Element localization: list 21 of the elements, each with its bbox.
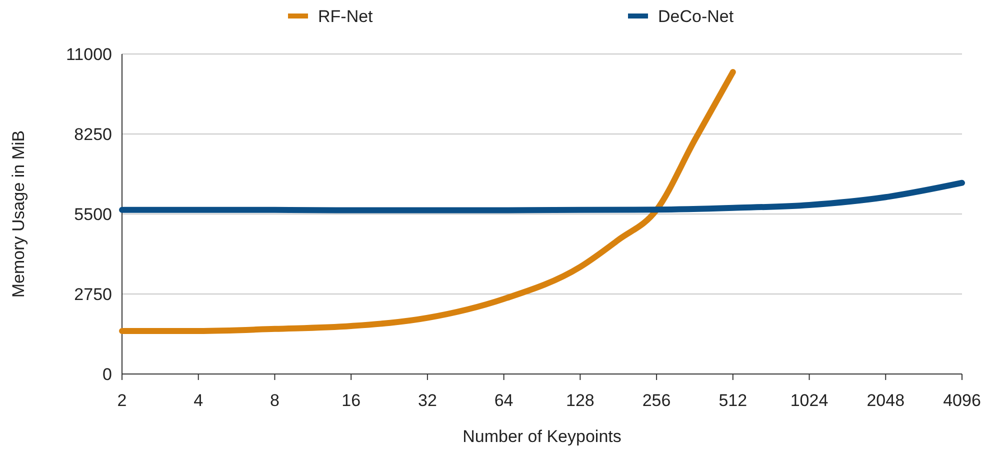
x-tick-label: 128 <box>566 391 594 410</box>
x-tick-label: 8 <box>270 391 280 410</box>
x-tick-label: 32 <box>418 391 437 410</box>
y-tick-label: 5500 <box>74 204 112 224</box>
x-tick-label: 16 <box>342 391 361 410</box>
x-tick-label: 4096 <box>943 391 981 410</box>
x-axis-title: Number of Keypoints <box>462 427 622 446</box>
y-tick-label: 11000 <box>66 44 112 64</box>
x-tick-label: 512 <box>718 391 748 410</box>
legend-label: DeCo-Net <box>658 6 734 26</box>
legend-label: RF-Net <box>318 6 374 26</box>
x-tick-label: 256 <box>642 391 671 410</box>
y-tick-label: 8250 <box>74 124 112 144</box>
y-tick-label: 0 <box>102 364 112 384</box>
x-tick-label: 2 <box>117 391 127 410</box>
x-tick-label: 64 <box>494 391 514 410</box>
y-tick-label: 2750 <box>74 284 112 304</box>
x-tick-label: 1024 <box>790 391 828 410</box>
x-tick-label: 2048 <box>866 391 905 410</box>
x-tick-label: 4 <box>194 391 204 410</box>
y-axis-title: Memory Usage in MiB <box>9 130 28 298</box>
